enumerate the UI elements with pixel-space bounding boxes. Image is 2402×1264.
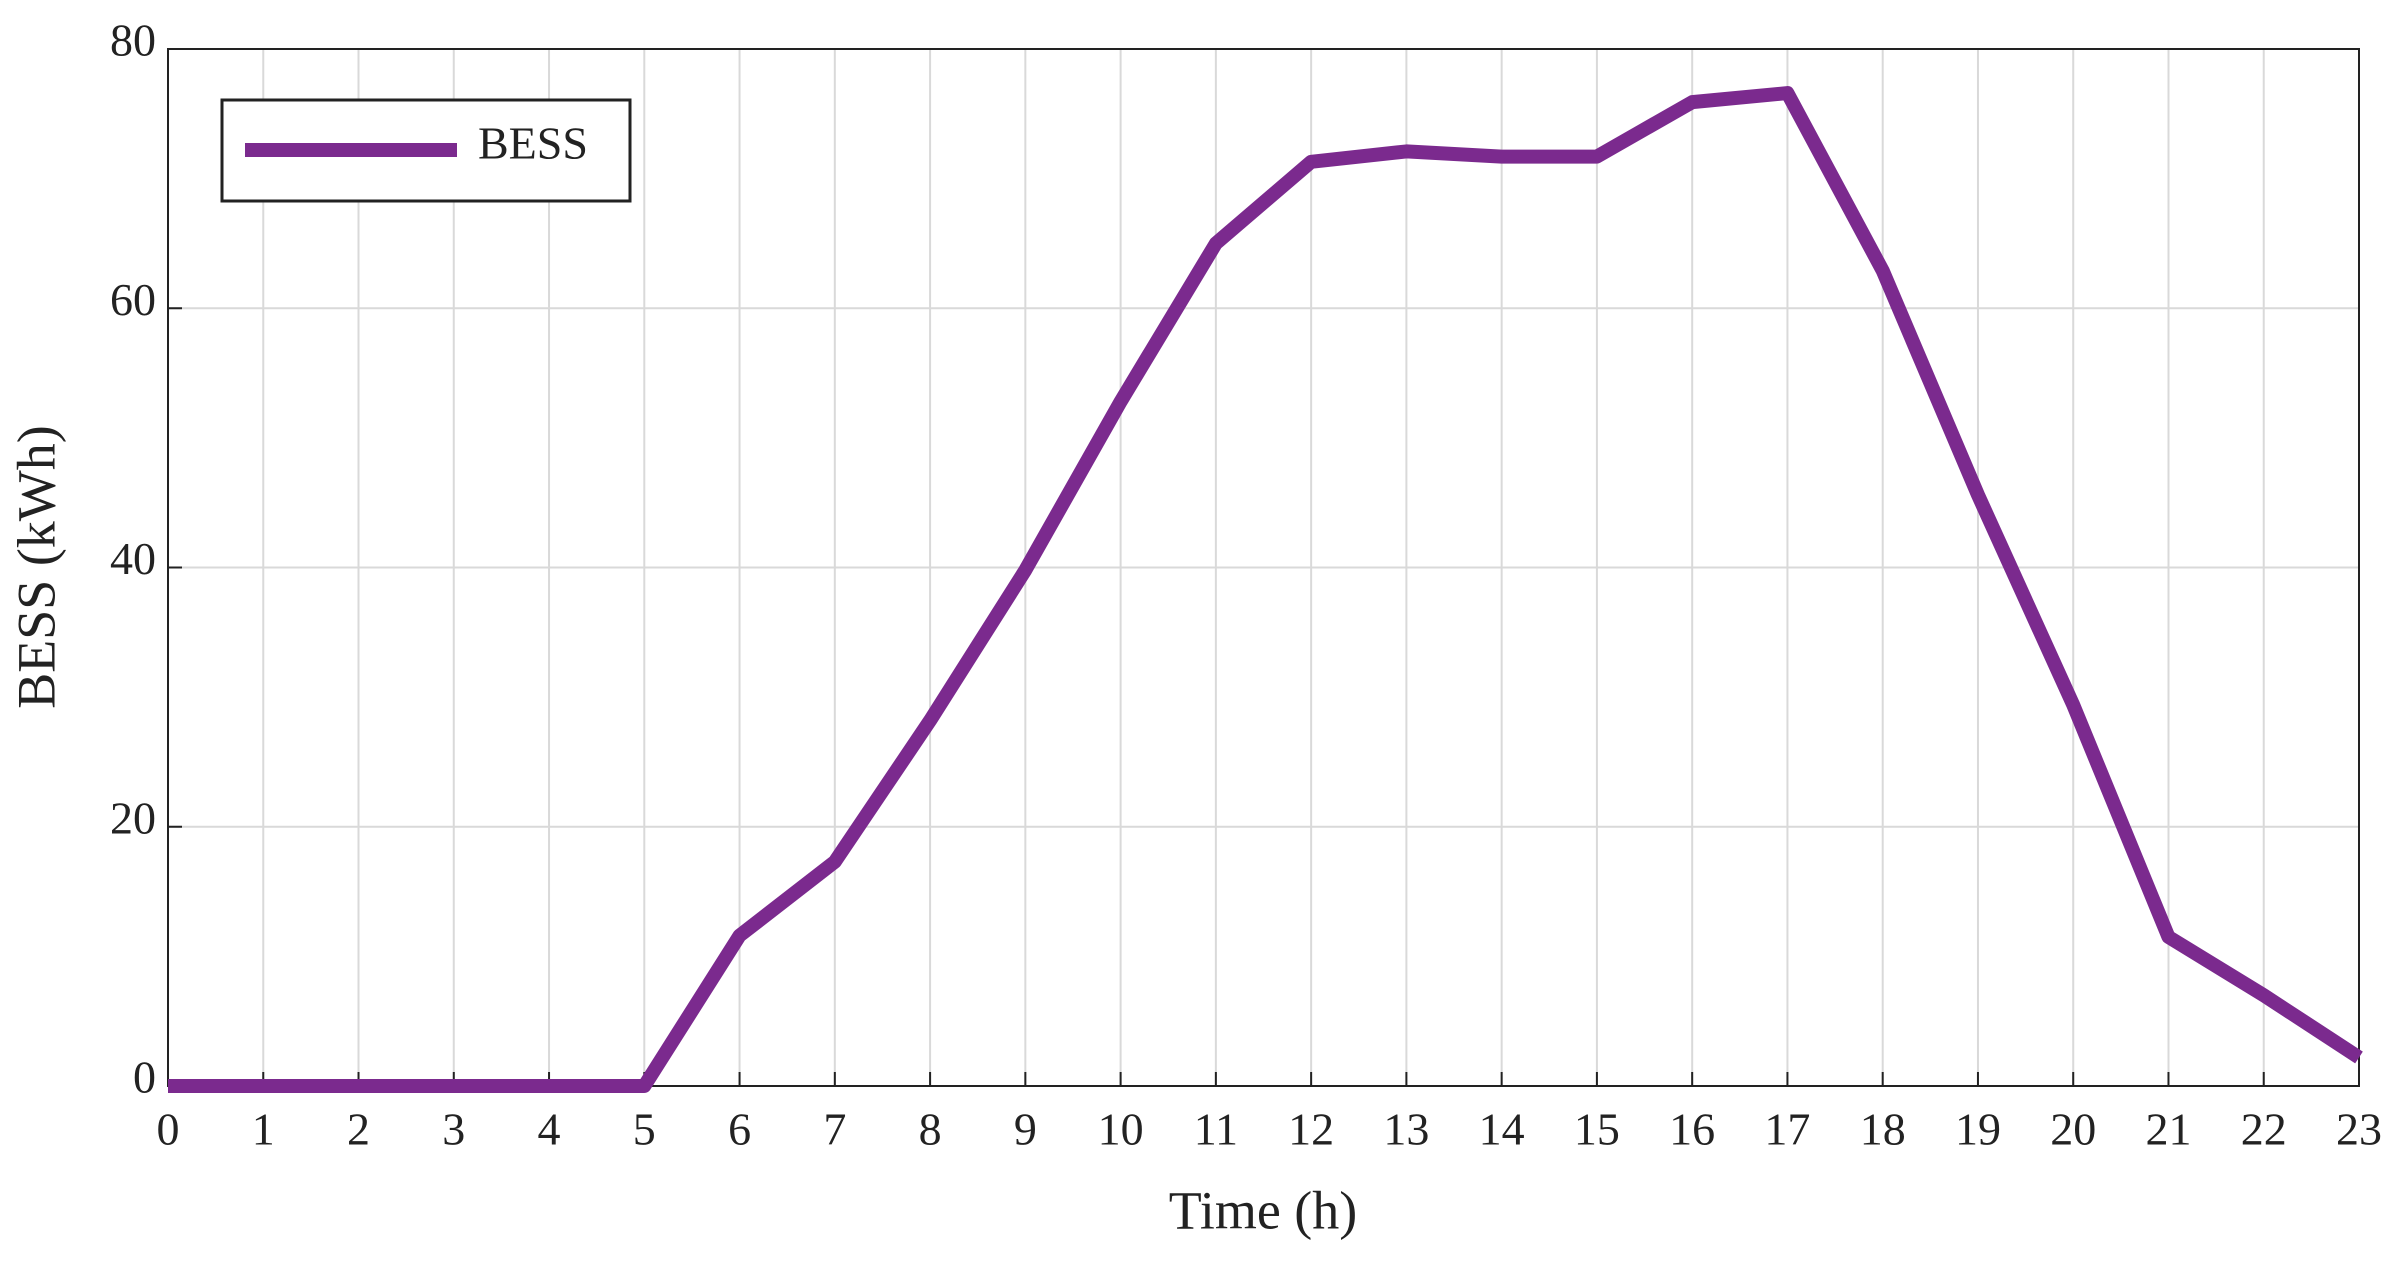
x-tick-label: 21 — [2145, 1104, 2191, 1155]
x-tick-label: 17 — [1764, 1104, 1810, 1155]
x-tick-label: 20 — [2050, 1104, 2096, 1155]
x-tick-label: 6 — [728, 1104, 751, 1155]
x-tick-label: 22 — [2241, 1104, 2287, 1155]
x-tick-label: 8 — [919, 1104, 942, 1155]
y-tick-label: 40 — [110, 533, 156, 584]
x-tick-label: 13 — [1383, 1104, 1429, 1155]
x-tick-label: 3 — [442, 1104, 465, 1155]
x-tick-label: 5 — [633, 1104, 656, 1155]
legend-label: BESS — [478, 118, 588, 169]
x-tick-label: 0 — [157, 1104, 180, 1155]
x-tick-label: 4 — [538, 1104, 561, 1155]
y-tick-label: 60 — [110, 274, 156, 325]
x-tick-label: 7 — [823, 1104, 846, 1155]
x-tick-label: 9 — [1014, 1104, 1037, 1155]
y-tick-label: 0 — [133, 1052, 156, 1103]
x-tick-label: 11 — [1194, 1104, 1238, 1155]
data-line — [168, 86, 2363, 1093]
plot-frame — [167, 48, 2360, 1087]
x-tick-label: 16 — [1669, 1104, 1715, 1155]
x-tick-label: 10 — [1098, 1104, 1144, 1155]
x-tick-label: 15 — [1574, 1104, 1620, 1155]
x-tick-label: 12 — [1288, 1104, 1334, 1155]
x-tick-label: 23 — [2336, 1104, 2382, 1155]
x-tick-label: 1 — [252, 1104, 275, 1155]
x-tick-label: 19 — [1955, 1104, 2001, 1155]
x-axis-label: Time (h) — [1169, 1180, 1358, 1240]
x-tick-label: 18 — [1860, 1104, 1906, 1155]
x-tick-label: 2 — [347, 1104, 370, 1155]
y-tick-label: 80 — [110, 15, 156, 66]
x-tick-label: 14 — [1479, 1104, 1525, 1155]
y-axis-label: BESS (kWh) — [6, 425, 66, 709]
y-tick-label: 20 — [110, 792, 156, 843]
